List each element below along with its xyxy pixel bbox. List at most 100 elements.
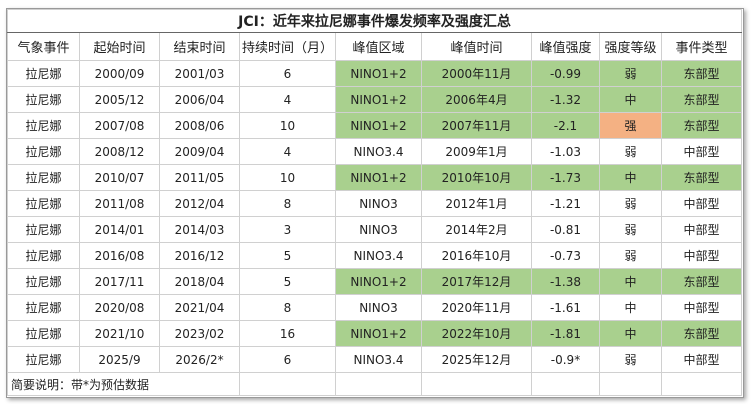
table-cell: 2008/12 [79, 138, 160, 165]
table-cell: 16 [239, 320, 336, 347]
table-cell: 2007/08 [79, 112, 160, 139]
table-cell: NINO1+2 [335, 268, 422, 295]
table-cell: 8 [239, 294, 336, 321]
table-frame: JCI：近年来拉尼娜事件爆发频率及强度汇总 气象事件 起始时间 结束时间 持续时间（月… [6, 8, 744, 398]
table-cell: NINO3 [335, 190, 422, 217]
table-cell: 4 [239, 138, 336, 165]
empty-cell [599, 372, 662, 396]
header-cell: 结束时间 [159, 32, 240, 61]
header-cell: 起始时间 [79, 32, 160, 61]
table-cell: 东部型 [660, 86, 743, 113]
table-cell: -1.32 [531, 86, 600, 113]
table-cell: NINO3.4 [335, 346, 422, 373]
table-cell: 2000/09 [79, 60, 160, 87]
header-cell: 峰值强度 [531, 32, 600, 61]
table-cell: 2020/08 [79, 294, 160, 321]
table-cell: NINO3 [335, 294, 422, 321]
table-cell: 2016/12 [159, 242, 240, 269]
table-cell: 2012/04 [159, 190, 240, 217]
table-cell: 3 [239, 216, 336, 243]
table-cell: 拉尼娜 [7, 294, 80, 321]
table-cell: 拉尼娜 [7, 112, 80, 139]
table-cell: 中部型 [660, 294, 743, 321]
table-cell: 拉尼娜 [7, 164, 80, 191]
table-row: 拉尼娜 2005/12 2006/04 4 NINO1+2 2006年4月 -1.32 中东部… [7, 86, 743, 113]
table-cell: 2016/08 [79, 242, 160, 269]
table-cell: 2012年1月 [421, 190, 532, 217]
table-cell: 中 [599, 268, 662, 295]
table-cell: 2017年12月 [421, 268, 532, 295]
table-cell: NINO1+2 [335, 60, 422, 87]
table-cell: 4 [239, 86, 336, 113]
table-cell: 2025年12月 [421, 346, 532, 373]
table-cell: 2010年10月 [421, 164, 532, 191]
table-cell: -1.38 [531, 268, 600, 295]
table-cell: 拉尼娜 [7, 242, 80, 269]
table-cell: -2.1 [531, 112, 600, 139]
table-cell: 2001/03 [159, 60, 240, 87]
table-cell: 拉尼娜 [7, 346, 80, 373]
table-cell: 中部型 [660, 346, 743, 373]
table-cell: 2000年11月 [421, 60, 532, 87]
header-cell: 峰值区域 [335, 32, 422, 61]
empty-cell [335, 372, 422, 396]
table-cell: 中部型 [660, 216, 743, 243]
table-cell: NINO1+2 [335, 320, 422, 347]
table-cell: 中部型 [660, 138, 743, 165]
table-cell: 6 [239, 346, 336, 373]
table-cell: 2009年1月 [421, 138, 532, 165]
table-cell: NINO3 [335, 216, 422, 243]
table-cell: 2016年10月 [421, 242, 532, 269]
table-cell: 2026/2* [159, 346, 240, 373]
table-cell: 拉尼娜 [7, 86, 80, 113]
table-cell: 弱 [599, 60, 662, 87]
table-cell: 2011/08 [79, 190, 160, 217]
table-title: JCI：近年来拉尼娜事件爆发频率及强度汇总 [6, 9, 743, 33]
table-cell: 东部型 [660, 320, 743, 347]
table-cell: 中 [599, 320, 662, 347]
table-cell: 中 [599, 294, 662, 321]
table-cell: 2018/04 [159, 268, 240, 295]
empty-cell [531, 372, 600, 396]
table-cell: 拉尼娜 [7, 216, 80, 243]
table-cell: -0.9* [531, 346, 600, 373]
table-cell: 2014/03 [159, 216, 240, 243]
table-cell: 2023/02 [159, 320, 240, 347]
table-cell: 10 [239, 164, 336, 191]
table-cell: -1.61 [531, 294, 600, 321]
table-cell: 2005/12 [79, 86, 160, 113]
table-cell: 2020年11月 [421, 294, 532, 321]
table-cell: 2021/10 [79, 320, 160, 347]
table-cell: 中 [599, 86, 662, 113]
table-cell: 弱 [599, 190, 662, 217]
table-cell: 2006年4月 [421, 86, 532, 113]
table-cell: 东部型 [660, 112, 743, 139]
empty-cell [239, 372, 336, 396]
table-cell: -1.21 [531, 190, 600, 217]
table-cell: 6 [239, 60, 336, 87]
table-cell: 拉尼娜 [7, 138, 80, 165]
table-cell: NINO3.4 [335, 242, 422, 269]
table-cell: -0.81 [531, 216, 600, 243]
table-cell: 2021/04 [159, 294, 240, 321]
table: JCI：近年来拉尼娜事件爆发频率及强度汇总 气象事件 起始时间 结束时间 持续时间（月… [6, 9, 743, 396]
header-row: 气象事件 起始时间 结束时间 持续时间（月） 峰值区域 峰值时间 峰值强度 强度等级 事件类型 [7, 32, 743, 61]
table-row: 拉尼娜 2021/10 2023/02 16 NINO1+2 2022年10月 -1.81 中… [7, 320, 743, 347]
table-cell: 强 [599, 112, 662, 139]
table-cell: 弱 [599, 242, 662, 269]
header-cell: 强度等级 [599, 32, 662, 61]
table-cell: 2014年2月 [421, 216, 532, 243]
table-row: 拉尼娜 2020/08 2021/04 8 NINO3 2020年11月 -1.61 中中部型 [7, 294, 743, 321]
table-cell: 东部型 [660, 60, 743, 87]
table-cell: NINO1+2 [335, 112, 422, 139]
table-cell: 5 [239, 268, 336, 295]
table-cell: 东部型 [660, 268, 743, 295]
header-cell: 气象事件 [7, 32, 80, 61]
table-cell: 拉尼娜 [7, 320, 80, 347]
table-cell: 2010/07 [79, 164, 160, 191]
table-cell: NINO1+2 [335, 86, 422, 113]
table-cell: 5 [239, 242, 336, 269]
table-cell: 2014/01 [79, 216, 160, 243]
table-cell: 2011/05 [159, 164, 240, 191]
